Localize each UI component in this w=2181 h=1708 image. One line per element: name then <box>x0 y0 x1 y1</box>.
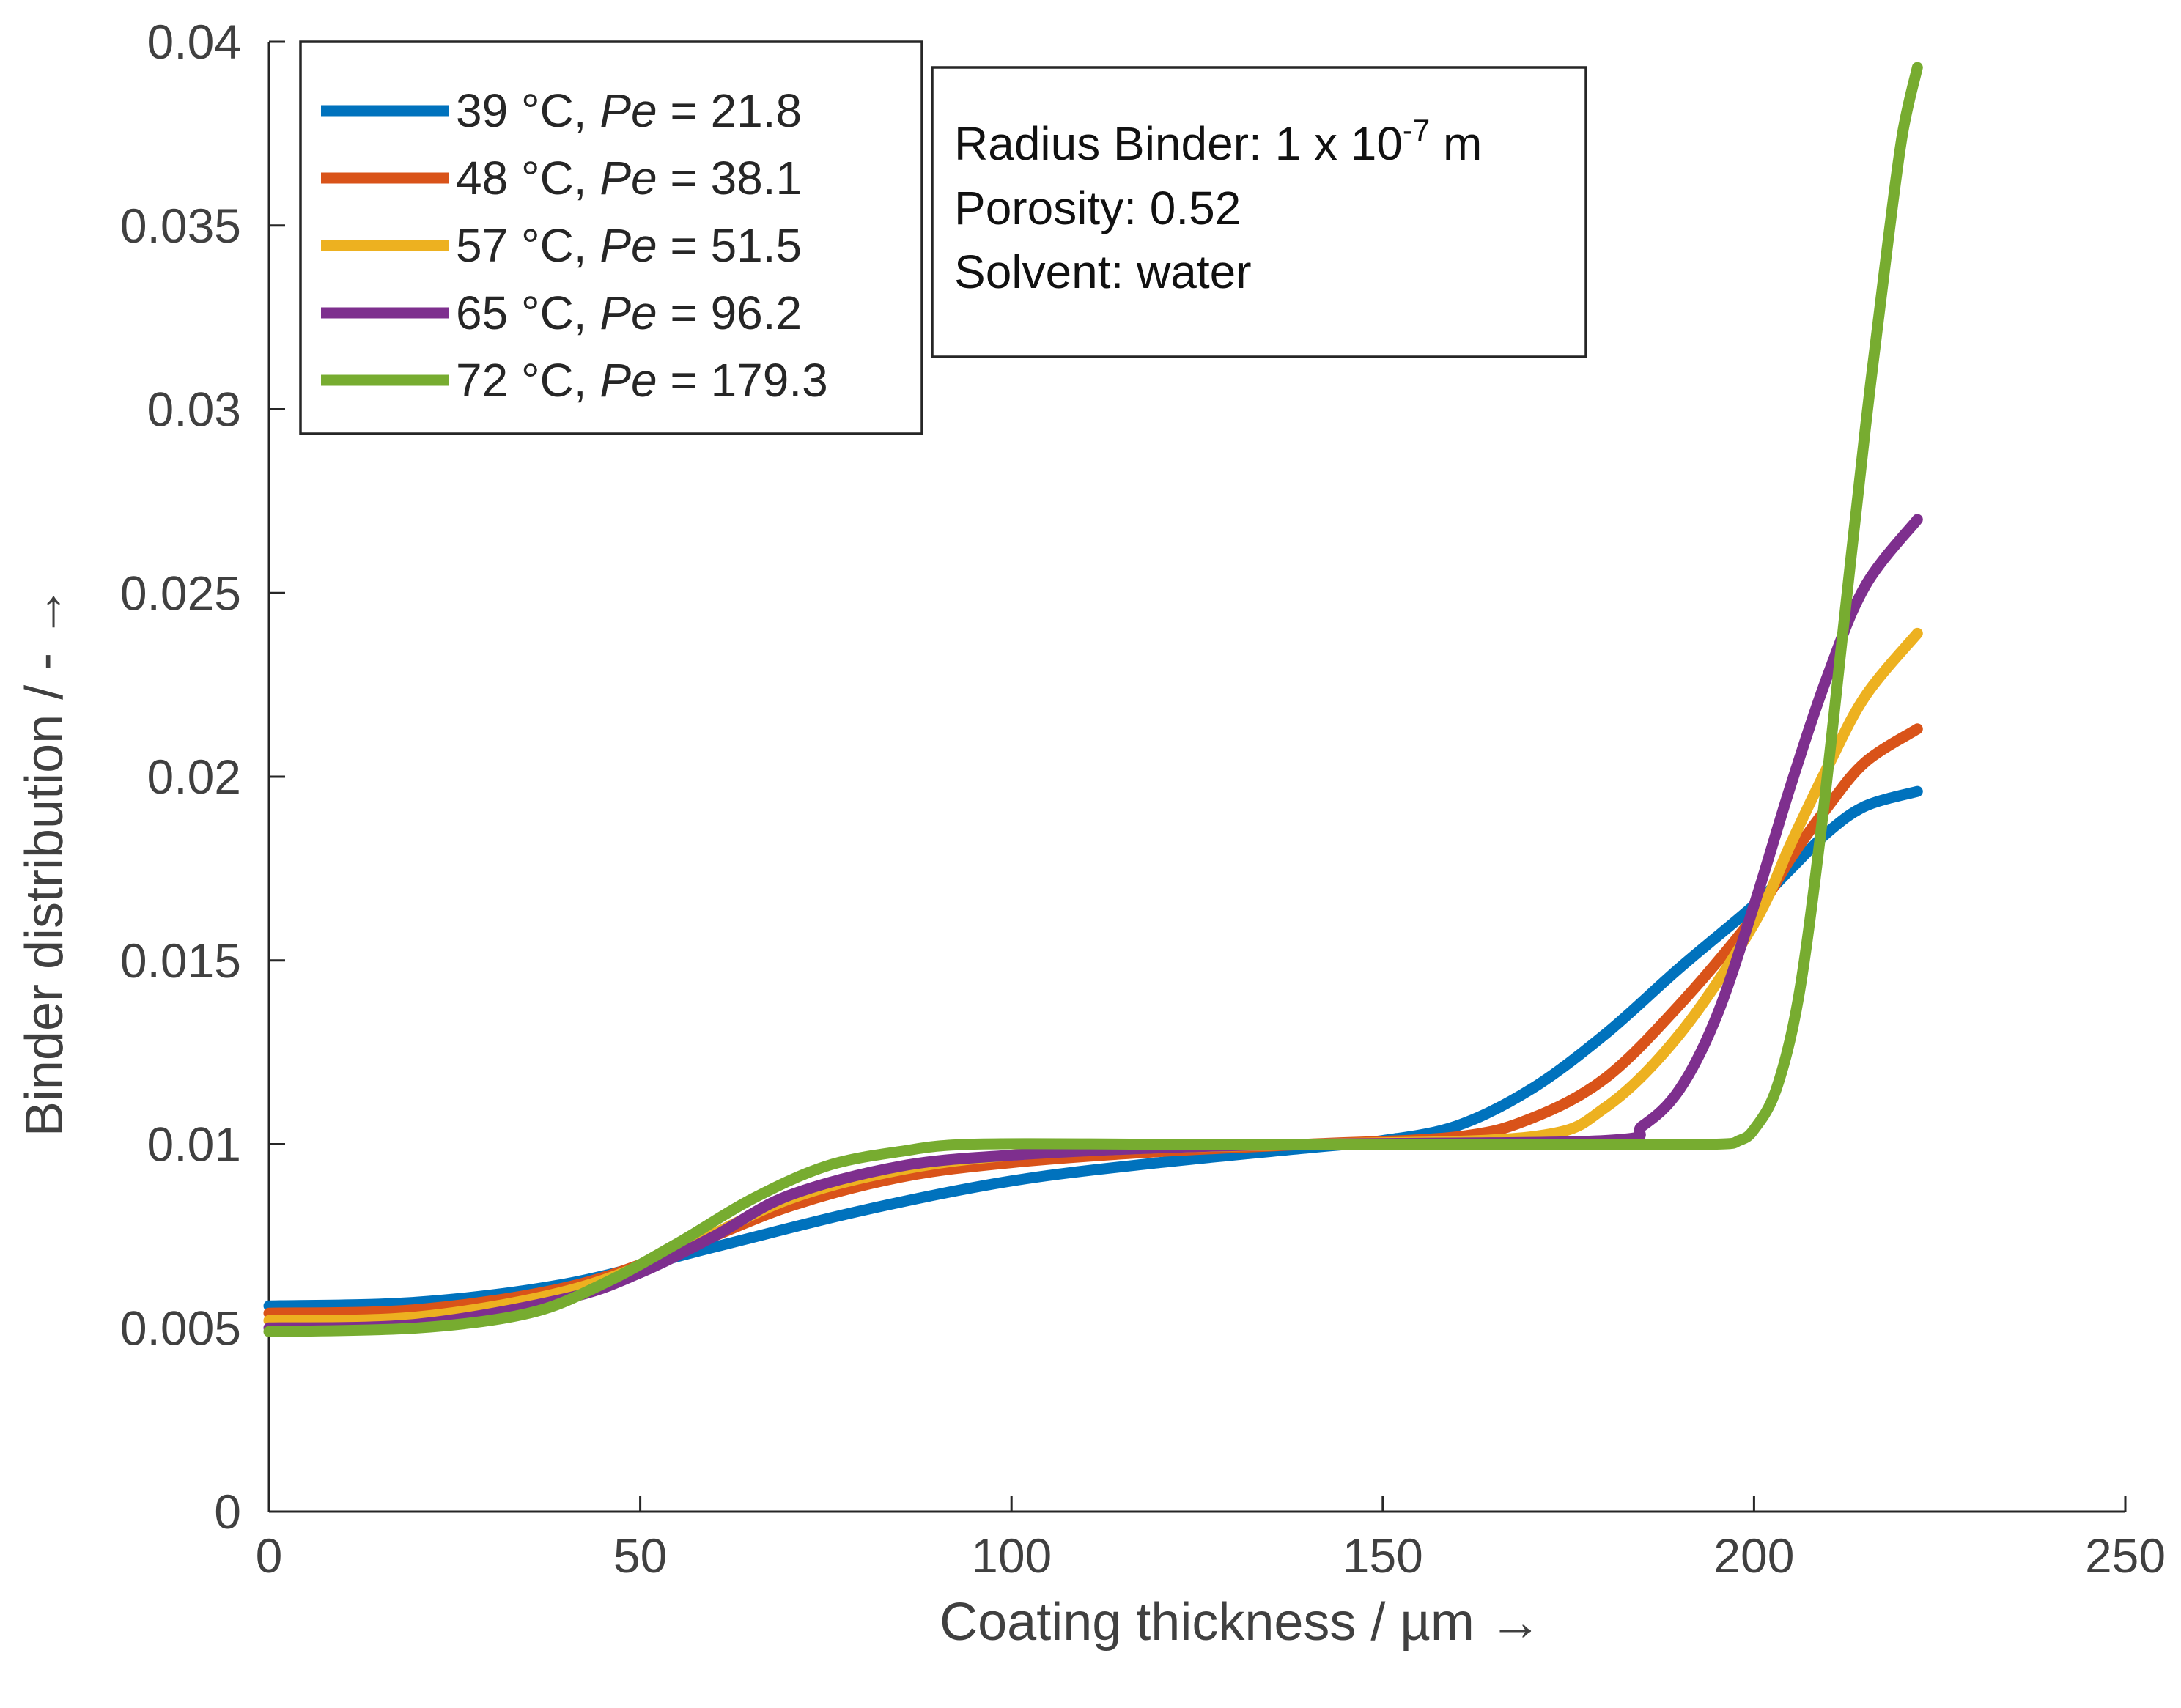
annotation-porosity: Porosity: 0.52 <box>954 182 1241 234</box>
legend-temperature: 65 °C, <box>456 286 599 339</box>
legend: 39 °C, Pe = 21.8 48 °C, Pe = 38.1 57 °C, P… <box>299 40 923 435</box>
legend-label-2: 48 °C, Pe = 38.1 <box>456 152 802 204</box>
parameter-annotation: Radius Binder: 1 x 10-7 m Porosity: 0.52… <box>931 66 1587 358</box>
x-tick-label: 0 <box>256 1528 283 1583</box>
annotation-radius-unit: m <box>1430 117 1482 170</box>
legend-peclet-symbol: Pe <box>599 219 657 272</box>
y-tick-label: 0.01 <box>147 1117 241 1172</box>
x-tick-label: 100 <box>971 1528 1052 1583</box>
legend-peclet-symbol: Pe <box>599 152 657 204</box>
x-tick-label: 50 <box>613 1528 667 1583</box>
legend-temperature: 72 °C, <box>456 354 599 407</box>
legend-peclet-symbol: Pe <box>599 354 657 407</box>
y-tick-label: 0.025 <box>120 566 241 620</box>
legend-label-5: 72 °C, Pe = 179.3 <box>456 354 828 407</box>
legend-items: 39 °C, Pe = 21.8 48 °C, Pe = 38.1 57 °C, P… <box>321 84 828 407</box>
y-tick-label: 0.03 <box>147 382 241 437</box>
annotation-radius-prefix: Radius Binder: 1 x 10 <box>954 117 1403 170</box>
legend-label-3: 57 °C, Pe = 51.5 <box>456 219 802 272</box>
legend-peclet-symbol: Pe <box>599 286 657 339</box>
x-axis-ticks: 0 50 100 150 200 250 <box>256 1496 2166 1583</box>
legend-peclet-value: = 38.1 <box>657 152 802 204</box>
x-tick-label: 150 <box>1343 1528 1423 1583</box>
annotation-box <box>931 66 1587 358</box>
annotation-radius-binder: Radius Binder: 1 x 10-7 m <box>954 113 1482 170</box>
legend-label-1: 39 °C, Pe = 21.8 <box>456 84 802 137</box>
legend-peclet-value: = 179.3 <box>657 354 828 407</box>
data-series <box>263 62 1923 1337</box>
legend-peclet-symbol: Pe <box>599 84 657 137</box>
y-tick-label: 0.04 <box>147 15 241 69</box>
series-line-5 <box>263 62 1923 1337</box>
y-tick-label: 0 <box>214 1485 241 1539</box>
legend-peclet-value: = 96.2 <box>657 286 802 339</box>
annotation-radius-exponent: -7 <box>1403 113 1430 147</box>
x-tick-label: 200 <box>1713 1528 1794 1583</box>
annotation-solvent: Solvent: water <box>954 245 1252 298</box>
legend-peclet-value: = 21.8 <box>657 84 802 137</box>
y-tick-label: 0.02 <box>147 750 241 804</box>
legend-temperature: 39 °C, <box>456 84 599 137</box>
y-axis-title: Binder distribution / - → <box>15 585 74 1136</box>
legend-temperature: 48 °C, <box>456 152 599 204</box>
legend-temperature: 57 °C, <box>456 219 599 272</box>
x-tick-label: 250 <box>2085 1528 2166 1583</box>
legend-peclet-value: = 51.5 <box>657 219 802 272</box>
legend-label-4: 65 °C, Pe = 96.2 <box>456 286 802 339</box>
y-tick-label: 0.005 <box>120 1301 241 1355</box>
y-axis-ticks: 0 0.005 0.01 0.015 0.02 0.025 0.03 0.035 0.04 <box>120 15 285 1539</box>
y-tick-label: 0.035 <box>120 199 241 253</box>
y-tick-label: 0.015 <box>120 934 241 988</box>
x-axis-title: Coating thickness / µm → <box>940 1593 1542 1652</box>
